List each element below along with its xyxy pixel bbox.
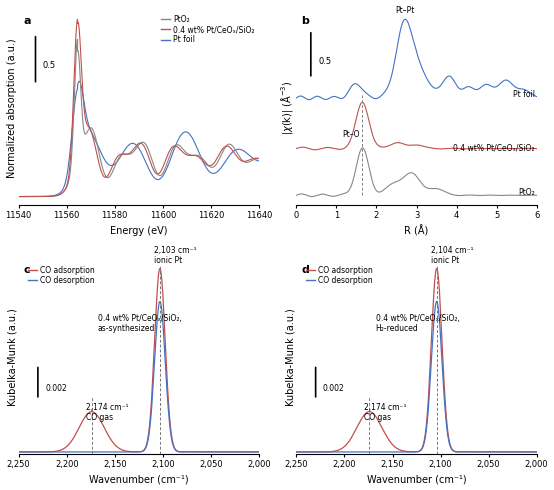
Text: 0.002: 0.002: [45, 384, 67, 392]
Text: 0.4 wt% Pt/CeOₓ/SiO₂: 0.4 wt% Pt/CeOₓ/SiO₂: [453, 144, 535, 153]
Text: PtO₂: PtO₂: [518, 188, 535, 197]
X-axis label: Wavenumber (cm⁻¹): Wavenumber (cm⁻¹): [89, 474, 188, 485]
X-axis label: R (Å): R (Å): [404, 225, 429, 237]
Text: c: c: [23, 265, 30, 275]
Y-axis label: Normalized absorption (a.u.): Normalized absorption (a.u.): [7, 38, 17, 178]
Text: 0.002: 0.002: [323, 384, 345, 392]
Text: 0.4 wt% Pt/CeOₓ/SiO₂,
H₂-reduced: 0.4 wt% Pt/CeOₓ/SiO₂, H₂-reduced: [376, 314, 460, 333]
Legend: CO adsorption, CO desorption: CO adsorption, CO desorption: [27, 265, 96, 286]
Text: b: b: [301, 16, 309, 26]
Text: 0.4 wt% Pt/CeOₓ/SiO₂,
as-synthesized: 0.4 wt% Pt/CeOₓ/SiO₂, as-synthesized: [98, 314, 182, 333]
Text: 0.5: 0.5: [318, 57, 331, 66]
Text: 2,174 cm⁻¹
CO gas: 2,174 cm⁻¹ CO gas: [86, 403, 129, 422]
Legend: PtO₂, 0.4 wt% Pt/CeOₓ/SiO₂, Pt foil: PtO₂, 0.4 wt% Pt/CeOₓ/SiO₂, Pt foil: [160, 14, 255, 45]
Text: 2,174 cm⁻¹
CO gas: 2,174 cm⁻¹ CO gas: [363, 403, 406, 422]
X-axis label: Wavenumber (cm⁻¹): Wavenumber (cm⁻¹): [367, 474, 466, 485]
Text: Pt foil: Pt foil: [512, 90, 535, 99]
Text: 2,103 cm⁻¹
ionic Pt: 2,103 cm⁻¹ ionic Pt: [154, 246, 197, 266]
Text: 0.5: 0.5: [43, 61, 56, 70]
Legend: CO adsorption, CO desorption: CO adsorption, CO desorption: [305, 265, 373, 286]
Text: Pt–Pt: Pt–Pt: [396, 6, 415, 15]
Y-axis label: Kubelka-Munk (a.u.): Kubelka-Munk (a.u.): [285, 308, 295, 406]
Y-axis label: |$\chi$(k)| ($\rm\AA^{-3}$): |$\chi$(k)| ($\rm\AA^{-3}$): [279, 81, 295, 135]
Text: Pt–O: Pt–O: [342, 130, 360, 139]
Y-axis label: Kubelka-Munk (a.u.): Kubelka-Munk (a.u.): [7, 308, 17, 406]
Text: d: d: [301, 265, 309, 275]
Text: 2,104 cm⁻¹
ionic Pt: 2,104 cm⁻¹ ionic Pt: [431, 246, 474, 266]
Text: a: a: [23, 16, 31, 26]
X-axis label: Energy (eV): Energy (eV): [110, 225, 167, 236]
